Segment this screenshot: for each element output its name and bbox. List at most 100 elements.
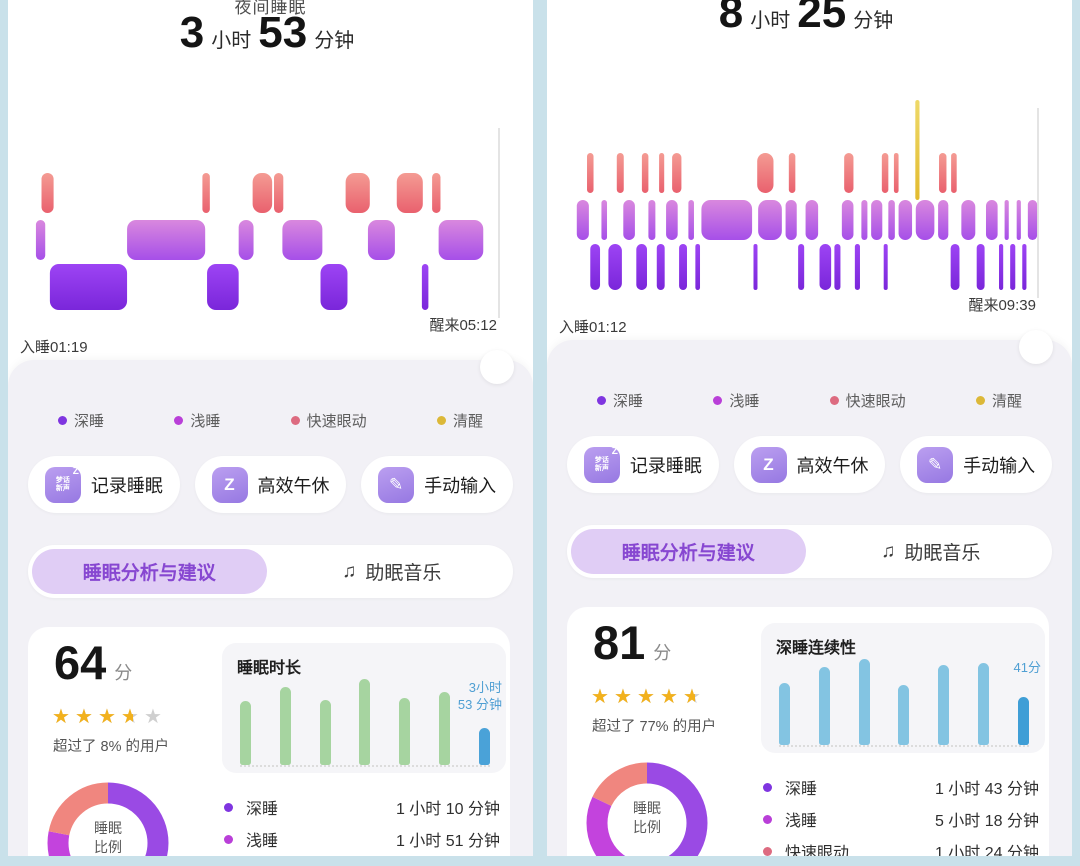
- hypnogram-segment-deep: [608, 244, 622, 290]
- donut-label-line: 比例: [633, 819, 661, 835]
- stage-dot-icon: [224, 834, 233, 844]
- bottom-sheet[interactable]: 深睡 浅睡 快速眼动 清醒 梦话 新声 Z 记录睡眠 Z 高效午休 ✎ 手动输入 睡眠分析与建议 …: [547, 330, 1072, 856]
- stage-duration: 1 小时 43 分钟: [934, 781, 1039, 798]
- legend-item: 深睡: [597, 390, 643, 411]
- hypnogram-segment-light: [576, 200, 589, 240]
- hypnogram-segment-light: [238, 220, 254, 260]
- bar: [439, 692, 451, 765]
- hypnogram-segment-deep: [819, 244, 832, 290]
- hypnogram-segment-light: [805, 200, 819, 240]
- power-nap-button[interactable]: Z 高效午休: [733, 436, 886, 493]
- hypnogram-segment-light: [438, 220, 484, 260]
- hypnogram-segment-deep: [883, 244, 888, 290]
- stage-duration-list: 深睡 1 小时 10 分钟 浅睡 1 小时 51 分钟: [224, 791, 500, 855]
- bar: [779, 683, 790, 745]
- manual-input-button[interactable]: ✎ 手动输入: [361, 456, 514, 513]
- hypnogram-segment-rem: [788, 153, 796, 193]
- hypnogram-segment-light: [35, 220, 46, 260]
- tab-label: 睡眠分析与建议: [82, 563, 216, 584]
- hypnogram-segment-light: [367, 220, 395, 260]
- hypnogram-segment-light: [1027, 200, 1038, 240]
- hypnogram-segment-light: [938, 200, 949, 240]
- hypnogram-segment-light: [985, 200, 998, 240]
- hours-value: 3: [179, 8, 205, 57]
- stage-label: 浅睡: [246, 833, 279, 850]
- bar: [898, 685, 910, 745]
- score-value: 81: [593, 616, 646, 669]
- legend-dot-icon: [174, 416, 184, 425]
- score-stars: ★★★★★★★★★★: [591, 685, 706, 709]
- hypnogram-segment-rem: [396, 173, 423, 213]
- sleep-duration: 3 小时 53 分钟: [8, 8, 533, 58]
- bottom-sheet[interactable]: 深睡 浅睡 快速眼动 清醒 梦话 新声 Z 记录睡眠 Z 高效午休 ✎ 手动输入 睡眠分析与建议 …: [8, 350, 533, 856]
- hypnogram-segment-rem: [844, 153, 854, 193]
- sheet-handle[interactable]: [1019, 330, 1053, 364]
- hours-unit: 小时: [750, 10, 791, 32]
- hypnogram-segment-deep: [976, 244, 985, 290]
- power-nap-button[interactable]: Z 高效午休: [194, 456, 347, 513]
- bar-chart-value-label: 3小时 53 分钟: [410, 679, 502, 713]
- star-icon: ★★: [75, 706, 93, 728]
- bar: [399, 698, 411, 765]
- hypnogram-segment-rem: [757, 153, 774, 193]
- star-icon: ★★: [683, 686, 701, 708]
- tab-sleep-analysis[interactable]: 睡眠分析与建议: [32, 549, 267, 594]
- hypnogram-segment-deep: [695, 244, 701, 290]
- hypnogram-segment-light: [601, 200, 608, 240]
- hypnogram-segment-light: [701, 200, 753, 240]
- stage-duration: 5 小时 18 分钟: [934, 813, 1039, 830]
- hypnogram-segment-deep: [753, 244, 758, 290]
- hypnogram-segment-rem: [672, 153, 682, 193]
- bar-value-line: 41分: [1013, 660, 1041, 675]
- hypnogram-segment-light: [758, 200, 782, 240]
- hypnogram-segment-light: [915, 200, 935, 240]
- tab-sleep-music[interactable]: ♫ 助眠音乐: [275, 549, 510, 594]
- score-unit: 分: [114, 663, 133, 683]
- bar: [359, 679, 371, 765]
- stage-duration: 1 小时 24 分钟: [934, 845, 1039, 856]
- legend-label: 清醒: [452, 413, 483, 430]
- legend-label: 深睡: [613, 393, 644, 410]
- score-value: 64: [54, 636, 107, 689]
- tab-sleep-music[interactable]: ♫ 助眠音乐: [814, 529, 1049, 574]
- star-icon: ★★: [52, 706, 70, 728]
- legend-label: 清醒: [991, 393, 1022, 410]
- hypnogram-segment-rem: [345, 173, 370, 213]
- hypnogram-segment-rem: [41, 173, 54, 213]
- hypnogram-segment-deep: [854, 244, 860, 290]
- legend-item: 快速眼动: [829, 390, 906, 411]
- legend-item: 清醒: [436, 410, 483, 431]
- manual-input-button[interactable]: ✎ 手动输入: [900, 436, 1053, 493]
- record-sleep-button[interactable]: 梦话 新声 Z 记录睡眠: [28, 456, 180, 513]
- tab-label: 睡眠分析与建议: [621, 543, 755, 564]
- stage-label: 浅睡: [785, 813, 818, 830]
- hypnogram-segment-rem: [616, 153, 624, 193]
- bar-chart-value-label: 41分: [949, 659, 1041, 676]
- hypnogram-segment-light: [841, 200, 854, 240]
- record-sleep-icon: 梦话 新声 Z: [583, 446, 620, 483]
- stage-dot-icon: [763, 782, 772, 792]
- hypnogram-segment-deep: [636, 244, 648, 290]
- hypnogram-chart: [576, 100, 1039, 298]
- legend-dot-icon: [597, 396, 606, 405]
- hypnogram-segment-light: [1004, 200, 1009, 240]
- hypnogram-segment-deep: [834, 244, 841, 290]
- donut-center-label: 睡眠 比例: [44, 819, 172, 856]
- stage-duration: 1 小时 51 分钟: [395, 833, 500, 850]
- percentile-text: 超过了 8% 的用户: [53, 739, 170, 755]
- hypnogram-segment-deep: [1010, 244, 1016, 290]
- hypnogram-segment-light: [888, 200, 895, 240]
- legend-label: 浅睡: [190, 413, 221, 430]
- hours-unit: 小时: [211, 30, 252, 52]
- minutes-value: 53: [258, 8, 308, 57]
- hypnogram-segment-rem: [252, 173, 273, 213]
- hypnogram-segment-rem: [881, 153, 889, 193]
- sheet-handle[interactable]: [480, 350, 514, 384]
- record-sleep-button[interactable]: 梦话 新声 Z 记录睡眠: [567, 436, 719, 493]
- score-stars: ★★★★★★★★★★: [52, 705, 167, 729]
- tab-sleep-analysis[interactable]: 睡眠分析与建议: [571, 529, 806, 574]
- legend-item: 浅睡: [713, 390, 759, 411]
- hypnogram-segment-light: [666, 200, 678, 240]
- hypnogram-segment-deep: [590, 244, 601, 290]
- tab-label: 助眠音乐: [904, 543, 981, 564]
